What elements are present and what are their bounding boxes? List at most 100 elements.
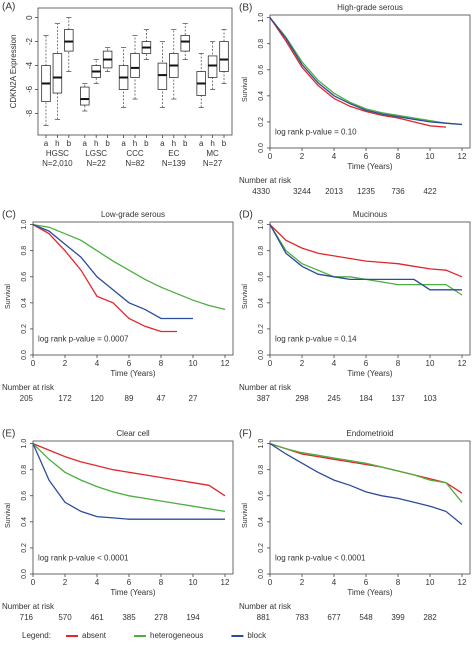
survival-curve	[32, 223, 226, 311]
box	[180, 35, 190, 52]
panel-label: (D)	[239, 210, 253, 221]
x-tick-label: 2	[300, 359, 305, 368]
y-tick-label: 0.0	[258, 569, 265, 579]
risk-count: 783	[295, 613, 309, 622]
risk-count: 194	[186, 613, 200, 622]
x-tick-label: 6	[364, 359, 369, 368]
y-tick-label: 0.8	[258, 246, 265, 256]
risk-count: 278	[154, 613, 168, 622]
survival-curve	[32, 442, 226, 497]
x-tick-label: a	[199, 139, 204, 148]
survival-curve	[269, 443, 463, 526]
x-tick-label: h	[94, 139, 98, 148]
x-tick-label: 0	[268, 359, 273, 368]
legend-label: absent	[82, 631, 107, 640]
annotation: log rank p-value < 0.0001	[275, 553, 366, 562]
y-tick-label: 0.6	[21, 491, 28, 501]
x-tick-label: a	[121, 139, 126, 148]
y-axis-label: CDKN2A Expression	[9, 35, 18, 109]
y-tick-label: -2	[25, 37, 34, 45]
y-tick-label: 0.2	[21, 543, 28, 553]
x-tick-label: h	[133, 139, 137, 148]
chart-title: Mucinous	[353, 210, 387, 219]
y-tick-label: 0.0	[258, 350, 265, 360]
x-tick-label: 4	[95, 578, 100, 587]
y-tick-label: -8	[25, 109, 34, 117]
risk-count: 1235	[357, 187, 375, 196]
risk-count: 47	[157, 394, 166, 403]
x-axis-label: Time (Years)	[347, 369, 393, 378]
x-tick-label: 0	[268, 578, 273, 587]
x-tick-label: 12	[458, 359, 467, 368]
box	[52, 53, 63, 94]
plot-frame	[269, 440, 471, 575]
survival-curve	[269, 17, 447, 128]
x-tick-label: 12	[221, 578, 230, 587]
x-tick-label: 12	[221, 359, 230, 368]
risk-count: 298	[295, 394, 309, 403]
y-tick-label: 0.6	[21, 272, 28, 282]
group-label: EC	[168, 149, 179, 158]
chart-title: Low-grade serous	[101, 210, 165, 219]
y-axis-label: Survival	[242, 503, 249, 528]
y-tick-label: 0.2	[258, 324, 265, 334]
y-tick-label: 0.2	[21, 324, 28, 334]
risk-count: 184	[359, 394, 373, 403]
risk-count: 461	[90, 613, 104, 622]
x-tick-label: 12	[458, 152, 467, 161]
risk-count: 736	[391, 187, 405, 196]
risk-label: Number at risk	[239, 383, 292, 392]
x-tick-label: a	[44, 139, 49, 148]
y-tick-label: 0.0	[21, 350, 28, 360]
x-tick-label: b	[222, 139, 227, 148]
group-n: N=27	[203, 159, 223, 168]
chart-title: Endometrioid	[346, 429, 393, 438]
y-axis-label: Survival	[5, 284, 12, 309]
y-tick-label: 0.2	[258, 117, 265, 127]
box	[207, 55, 218, 78]
y-tick-label: 0.4	[258, 91, 265, 101]
risk-count: 677	[327, 613, 341, 622]
x-tick-label: 2	[63, 359, 68, 368]
risk-count: 2013	[325, 187, 343, 196]
y-tick-label: 1.0	[258, 220, 265, 230]
box	[157, 62, 168, 90]
x-tick-label: 4	[332, 152, 337, 161]
x-tick-label: 6	[364, 152, 369, 161]
risk-count: 548	[359, 613, 373, 622]
survival-curve	[269, 224, 463, 296]
x-tick-label: b	[144, 139, 149, 148]
y-axis-label: Survival	[5, 503, 12, 528]
x-tick-label: 4	[95, 359, 100, 368]
y-tick-label: 0.8	[21, 465, 28, 475]
risk-count: 387	[257, 394, 271, 403]
y-tick-label: 1.0	[21, 220, 28, 230]
x-tick-label: 8	[396, 152, 401, 161]
plot-frame	[269, 221, 471, 356]
survival-curve	[269, 442, 463, 494]
risk-count: 172	[58, 394, 72, 403]
y-tick-label: 0.0	[258, 143, 265, 153]
y-tick-label: 1.0	[258, 439, 265, 449]
y-tick-label: 0.4	[258, 517, 265, 527]
chart-title: Clear cell	[116, 429, 150, 438]
panel-label: (C)	[2, 210, 16, 221]
y-tick-label: 0.8	[258, 39, 265, 49]
x-tick-label: 12	[458, 578, 467, 587]
y-tick-label: 1.0	[258, 13, 265, 23]
x-axis-label: Time (Years)	[110, 588, 156, 597]
survival-curve	[269, 17, 463, 126]
y-tick-label: -4	[25, 61, 34, 69]
x-tick-label: 8	[159, 578, 164, 587]
group-label: LGSC	[85, 149, 107, 158]
x-tick-label: a	[83, 139, 88, 148]
x-tick-label: 10	[426, 578, 435, 587]
annotation: log rank p-value = 0.10	[275, 127, 357, 136]
legend-title: Legend:	[22, 631, 51, 640]
box	[130, 53, 140, 78]
x-tick-label: 0	[31, 359, 36, 368]
x-tick-label: h	[210, 139, 214, 148]
legend-label: heterogeneous	[150, 631, 203, 640]
y-axis-label: Survival	[242, 77, 249, 102]
y-tick-label: 1.0	[21, 439, 28, 449]
